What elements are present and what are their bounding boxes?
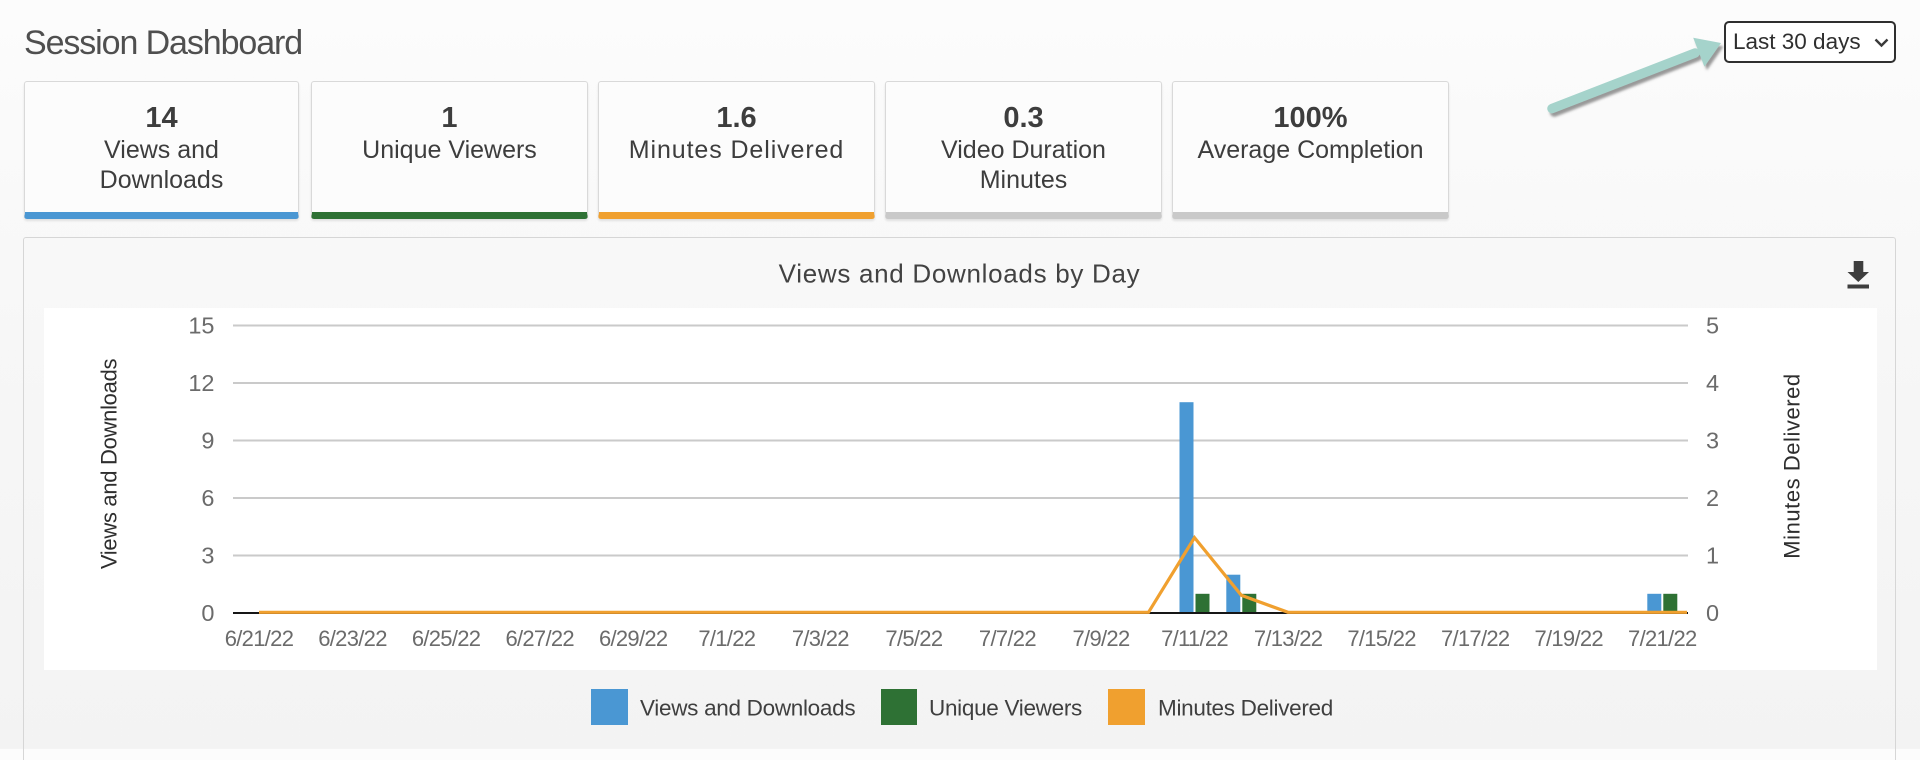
svg-text:7/7/22: 7/7/22 <box>979 626 1036 651</box>
svg-text:9: 9 <box>201 428 214 454</box>
svg-text:Views and Downloads by Day: Views and Downloads by Day <box>779 259 1141 289</box>
svg-text:7/21/22: 7/21/22 <box>1628 626 1697 651</box>
svg-text:4: 4 <box>1706 370 1719 396</box>
svg-text:0: 0 <box>1706 600 1719 626</box>
svg-text:Minutes Delivered: Minutes Delivered <box>1158 696 1333 721</box>
svg-text:Unique Viewers: Unique Viewers <box>929 696 1082 721</box>
svg-text:0: 0 <box>201 600 214 626</box>
svg-text:7/1/22: 7/1/22 <box>698 626 755 651</box>
svg-text:7/9/22: 7/9/22 <box>1073 626 1130 651</box>
svg-text:1: 1 <box>1706 543 1719 569</box>
svg-text:6: 6 <box>201 485 214 511</box>
svg-text:Views and Downloads: Views and Downloads <box>640 696 855 721</box>
svg-text:3: 3 <box>201 543 214 569</box>
svg-text:12: 12 <box>188 370 214 396</box>
svg-text:3: 3 <box>1706 428 1719 454</box>
svg-text:6/25/22: 6/25/22 <box>412 626 481 651</box>
svg-text:7/17/22: 7/17/22 <box>1441 626 1510 651</box>
svg-text:7/15/22: 7/15/22 <box>1347 626 1416 651</box>
svg-text:2: 2 <box>1706 485 1719 511</box>
svg-text:6/27/22: 6/27/22 <box>505 626 574 651</box>
svg-text:7/3/22: 7/3/22 <box>792 626 849 651</box>
svg-text:7/19/22: 7/19/22 <box>1534 626 1603 651</box>
svg-text:Minutes Delivered: Minutes Delivered <box>1780 373 1805 558</box>
svg-text:15: 15 <box>188 313 214 339</box>
svg-text:6/21/22: 6/21/22 <box>225 626 294 651</box>
svg-text:6/23/22: 6/23/22 <box>318 626 387 651</box>
svg-text:5: 5 <box>1706 313 1719 339</box>
svg-text:7/13/22: 7/13/22 <box>1254 626 1323 651</box>
svg-text:7/5/22: 7/5/22 <box>885 626 942 651</box>
svg-text:Views and Downloads: Views and Downloads <box>96 359 121 570</box>
svg-text:7/11/22: 7/11/22 <box>1161 626 1228 651</box>
svg-text:6/29/22: 6/29/22 <box>599 626 668 651</box>
